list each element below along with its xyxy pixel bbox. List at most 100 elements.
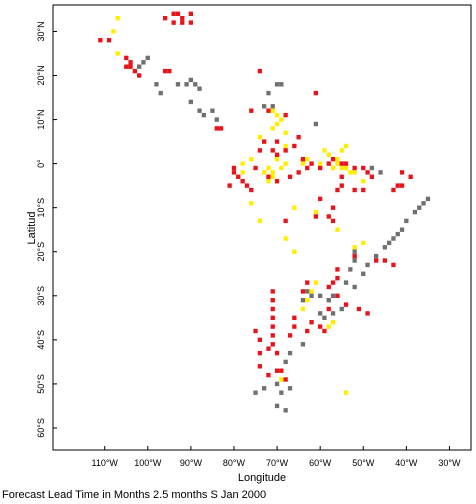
red-grid-cell bbox=[175, 11, 181, 16]
gray-grid-cell bbox=[193, 82, 198, 87]
yellow-grid-cell bbox=[335, 227, 340, 232]
gray-grid-cell bbox=[214, 117, 219, 122]
gray-grid-cell bbox=[318, 293, 323, 298]
red-grid-cell bbox=[171, 20, 176, 25]
gray-grid-cell bbox=[326, 298, 331, 303]
gray-grid-cell bbox=[352, 249, 357, 254]
yellow-grid-cell bbox=[343, 165, 349, 171]
red-grid-cell bbox=[270, 298, 275, 303]
yellow-grid-cell bbox=[257, 218, 262, 224]
yellow-grid-cell bbox=[283, 143, 288, 149]
red-grid-cell bbox=[162, 68, 168, 74]
ticks-layer: 110°W 100°W 90°W 80°W 70°W 60°W 50°W 40°W 30°W 30… bbox=[36, 21, 461, 468]
red-grid-cell bbox=[98, 38, 103, 43]
red-grid-cell bbox=[287, 174, 293, 179]
red-grid-cell bbox=[274, 350, 280, 356]
red-grid-cell bbox=[343, 161, 349, 166]
gray-grid-cell bbox=[158, 90, 163, 96]
yellow-grid-cell bbox=[283, 236, 288, 241]
gray-grid-cell bbox=[175, 82, 181, 87]
red-grid-cell bbox=[128, 60, 133, 65]
red-grid-cell bbox=[180, 16, 185, 21]
yellow-grid-cell bbox=[240, 161, 245, 166]
red-grid-cell bbox=[391, 187, 396, 193]
gray-grid-cell bbox=[210, 108, 215, 113]
red-grid-cell bbox=[335, 276, 340, 281]
red-grid-cell bbox=[391, 262, 396, 268]
red-grid-cell bbox=[270, 315, 275, 320]
gray-grid-cell bbox=[378, 170, 383, 175]
red-grid-cell bbox=[305, 165, 310, 171]
gray-grid-cell bbox=[387, 240, 392, 246]
gray-grid-cell bbox=[382, 245, 387, 250]
y-tick-label: 30°S bbox=[36, 286, 46, 306]
gray-grid-cell bbox=[287, 350, 293, 356]
gray-grid-cell bbox=[279, 82, 284, 87]
yellow-grid-cell bbox=[283, 161, 288, 166]
yellow-grid-cell bbox=[266, 179, 271, 184]
x-tick-label: 60°W bbox=[309, 458, 332, 468]
gray-grid-cell bbox=[270, 104, 275, 109]
x-axis-title: Longitude bbox=[238, 472, 286, 484]
red-grid-cell bbox=[305, 280, 310, 285]
red-grid-cell bbox=[326, 306, 331, 312]
gray-grid-cell bbox=[188, 99, 193, 105]
gray-grid-cell bbox=[391, 236, 396, 241]
red-grid-cell bbox=[343, 302, 349, 307]
red-grid-cell bbox=[270, 289, 275, 294]
x-tick-label: 50°W bbox=[352, 458, 375, 468]
red-grid-cell bbox=[270, 342, 275, 347]
red-grid-cell bbox=[374, 258, 379, 263]
yellow-grid-cell bbox=[115, 51, 120, 56]
yellow-grid-cell bbox=[361, 240, 366, 246]
red-grid-cell bbox=[365, 311, 370, 316]
gray-grid-cell bbox=[361, 271, 366, 276]
red-grid-cell bbox=[395, 183, 400, 188]
gray-grid-cell bbox=[399, 227, 405, 232]
red-grid-cell bbox=[270, 306, 275, 312]
gray-grid-cell bbox=[283, 408, 288, 413]
red-grid-cell bbox=[257, 364, 262, 369]
gray-grid-cell bbox=[330, 311, 336, 316]
red-grid-cell bbox=[283, 112, 288, 118]
red-grid-cell bbox=[257, 148, 262, 153]
y-tick-label: 50°S bbox=[36, 374, 46, 394]
x-tick-label: 40°W bbox=[395, 458, 418, 468]
red-grid-cell bbox=[171, 11, 176, 16]
gray-grid-cell bbox=[141, 60, 146, 65]
gray-grid-cell bbox=[330, 293, 336, 298]
red-grid-cell bbox=[244, 183, 250, 188]
red-grid-cell bbox=[257, 350, 262, 356]
red-grid-cell bbox=[274, 179, 280, 184]
red-grid-cell bbox=[283, 377, 288, 382]
gray-grid-cell bbox=[309, 293, 314, 298]
gray-grid-cell bbox=[313, 121, 318, 127]
red-grid-cell bbox=[305, 328, 310, 334]
gray-grid-cell bbox=[188, 77, 193, 83]
gray-grid-cell bbox=[352, 284, 357, 290]
yellow-grid-cell bbox=[309, 289, 314, 294]
gray-grid-cell bbox=[201, 112, 206, 118]
red-grid-cell bbox=[167, 68, 172, 74]
red-grid-cell bbox=[309, 161, 314, 166]
red-grid-cell bbox=[408, 174, 413, 179]
y-tick-label: 60°S bbox=[36, 418, 46, 438]
yellow-grid-cell bbox=[305, 157, 310, 162]
yellow-grid-cell bbox=[343, 143, 349, 149]
red-grid-cell bbox=[188, 20, 193, 25]
yellow-grid-cell bbox=[330, 320, 336, 325]
red-grid-cell bbox=[214, 126, 219, 131]
red-grid-cell bbox=[309, 320, 314, 325]
gray-grid-cell bbox=[274, 381, 280, 387]
yellow-grid-cell bbox=[279, 117, 284, 122]
yellow-grid-cell bbox=[249, 201, 254, 206]
x-tick-label: 90°W bbox=[180, 458, 203, 468]
red-grid-cell bbox=[356, 306, 362, 312]
red-grid-cell bbox=[270, 148, 275, 153]
red-grid-cell bbox=[322, 328, 327, 334]
red-grid-cell bbox=[339, 174, 344, 179]
yellow-grid-cell bbox=[335, 157, 340, 162]
gray-grid-cell bbox=[253, 390, 258, 395]
red-grid-cell bbox=[326, 284, 331, 290]
red-grid-cell bbox=[361, 187, 366, 193]
